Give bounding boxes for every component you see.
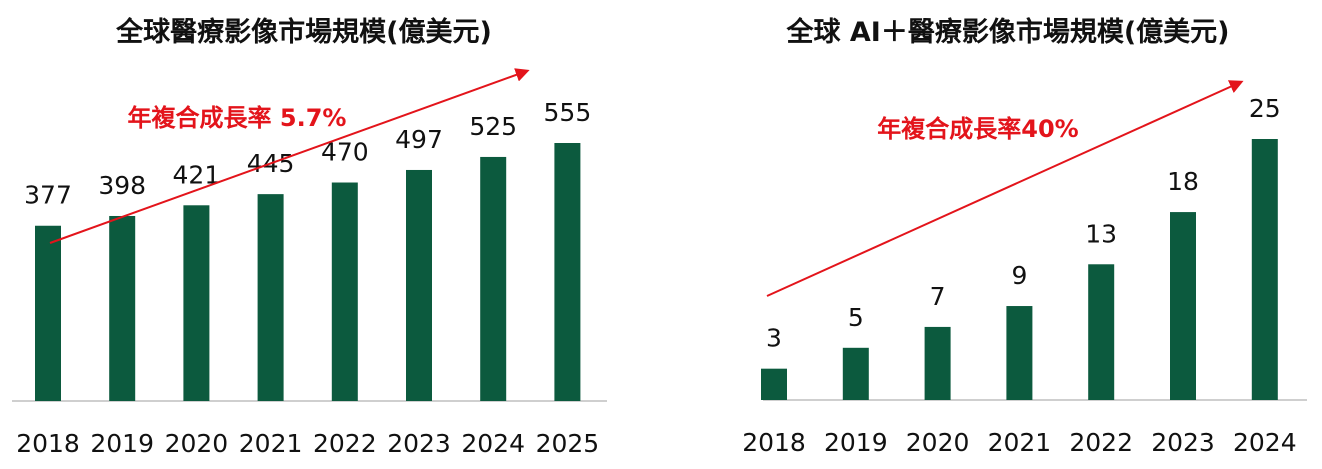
bar-2023 bbox=[406, 169, 432, 401]
growth-trend-arrow bbox=[49, 68, 530, 244]
bar-2022 bbox=[1088, 264, 1115, 400]
bar-2018 bbox=[35, 225, 61, 401]
growth-trend-arrow bbox=[766, 80, 1244, 297]
data-label-2024: 25 bbox=[1249, 94, 1281, 123]
data-label-2024: 525 bbox=[469, 112, 517, 141]
bar-2025 bbox=[554, 143, 581, 401]
chart-title: 全球 AI＋醫療影像市場規模(億美元) bbox=[786, 17, 1230, 48]
data-label-2020: 7 bbox=[930, 282, 946, 311]
bar-2021 bbox=[257, 194, 284, 401]
bar-2019 bbox=[109, 215, 136, 401]
cagr-annotation: 年複合成長率40% bbox=[877, 115, 1078, 143]
bar-2018 bbox=[761, 368, 787, 400]
bar-chart-market: 3772018398201942120204452021470202249720… bbox=[12, 68, 607, 458]
bar-2020 bbox=[183, 205, 210, 401]
bar-2024 bbox=[480, 156, 507, 401]
x-tick-label-2019: 2019 bbox=[824, 428, 888, 457]
bar-2020 bbox=[924, 326, 951, 400]
chart-title: 全球醫療影像市場規模(億美元) bbox=[116, 17, 492, 48]
x-tick-label-2025: 2025 bbox=[536, 429, 600, 458]
x-tick-label-2023: 2023 bbox=[1151, 428, 1215, 457]
data-label-2018: 3 bbox=[766, 324, 782, 353]
x-tick-label-2022: 2022 bbox=[1069, 428, 1133, 457]
data-label-2023: 497 bbox=[395, 125, 443, 154]
data-label-2021: 9 bbox=[1011, 261, 1027, 290]
x-tick-label-2021: 2021 bbox=[239, 429, 303, 458]
x-tick-label-2024: 2024 bbox=[1233, 428, 1297, 457]
x-tick-label-2021: 2021 bbox=[988, 428, 1052, 457]
x-tick-label-2023: 2023 bbox=[387, 429, 451, 458]
x-tick-label-2018: 2018 bbox=[16, 429, 80, 458]
data-label-2025: 555 bbox=[544, 98, 592, 127]
bar-2021 bbox=[1006, 306, 1033, 400]
chart-panel-ai-market: 全球 AI＋醫療影像市場規模(億美元) 3 2018 5 2019 7 2020 9 2021… bbox=[700, 0, 1322, 469]
x-tick-label-2020: 2020 bbox=[165, 429, 229, 458]
bar-chart-ai-market: 3 2018 5 2019 7 2020 9 2021 13 2022 18 2023 25 2024 年複… bbox=[742, 80, 1307, 457]
x-tick-label-2020: 2020 bbox=[906, 428, 970, 457]
data-label-2019: 398 bbox=[98, 171, 146, 200]
x-tick-label-2024: 2024 bbox=[461, 429, 525, 458]
data-label-2022: 13 bbox=[1085, 219, 1117, 248]
data-label-2018: 377 bbox=[24, 181, 72, 210]
bar-2019 bbox=[842, 347, 869, 400]
x-tick-label-2019: 2019 bbox=[90, 429, 154, 458]
bar-2022 bbox=[331, 182, 358, 401]
data-label-2019: 5 bbox=[848, 303, 864, 332]
chart-panel-market: 全球醫療影像市場規模(億美元) 377201839820194212020445… bbox=[0, 0, 640, 469]
bar-2024 bbox=[1251, 139, 1278, 400]
data-label-2023: 18 bbox=[1167, 167, 1199, 196]
x-tick-label-2018: 2018 bbox=[742, 428, 806, 457]
bar-2023 bbox=[1170, 212, 1196, 400]
cagr-annotation: 年複合成長率 5.7% bbox=[128, 104, 347, 132]
x-tick-label-2022: 2022 bbox=[313, 429, 377, 458]
